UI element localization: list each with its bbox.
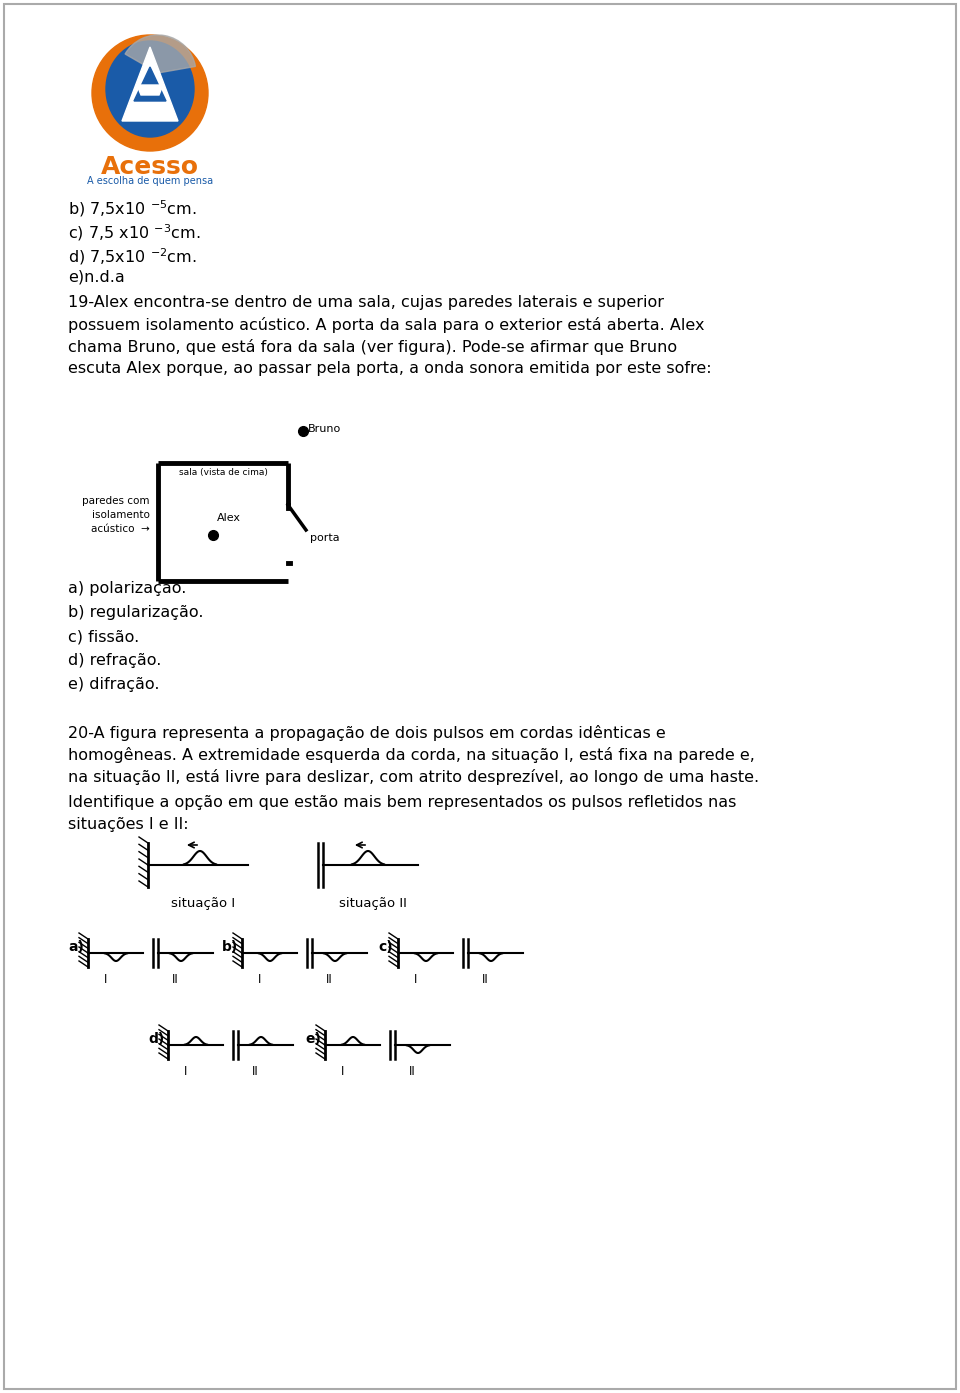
Polygon shape — [122, 47, 178, 121]
Text: situações I e II:: situações I e II: — [68, 818, 188, 832]
Text: e)n.d.a: e)n.d.a — [68, 270, 125, 286]
Text: homogêneas. A extremidade esquerda da corda, na situação I, está fixa na parede : homogêneas. A extremidade esquerda da co… — [68, 747, 755, 763]
Text: A escolha de quem pensa: A escolha de quem pensa — [87, 176, 213, 187]
Text: I: I — [258, 972, 262, 986]
Text: c) 7,5 x10 $^{-3}$cm.: c) 7,5 x10 $^{-3}$cm. — [68, 221, 201, 242]
Text: c): c) — [378, 940, 393, 954]
Text: b): b) — [222, 940, 238, 954]
Text: I: I — [184, 1066, 188, 1078]
Wedge shape — [92, 35, 208, 150]
Text: escuta Alex porque, ao passar pela porta, a onda sonora emitida por este sofre:: escuta Alex porque, ao passar pela porta… — [68, 361, 711, 376]
Text: 19-Alex encontra-se dentro de uma sala, cujas paredes laterais e superior: 19-Alex encontra-se dentro de uma sala, … — [68, 295, 664, 311]
Polygon shape — [137, 85, 163, 95]
Text: II: II — [252, 1066, 258, 1078]
Text: I: I — [415, 972, 418, 986]
Text: situação II: situação II — [339, 897, 407, 910]
Text: possuem isolamento acústico. A porta da sala para o exterior está aberta. Alex: possuem isolamento acústico. A porta da … — [68, 318, 705, 333]
Text: II: II — [409, 1066, 416, 1078]
Text: a) polarização.: a) polarização. — [68, 581, 186, 596]
Text: porta: porta — [310, 534, 340, 543]
Text: Identifique a opção em que estão mais bem representados os pulsos refletidos nas: Identifique a opção em que estão mais be… — [68, 795, 736, 809]
Text: b) regularização.: b) regularização. — [68, 605, 204, 620]
Text: Alex: Alex — [217, 513, 241, 522]
Text: na situação II, está livre para deslizar, com atrito desprezível, ao longo de um: na situação II, está livre para deslizar… — [68, 769, 759, 786]
Text: c) fissão.: c) fissão. — [68, 630, 139, 644]
Polygon shape — [134, 67, 166, 102]
Text: II: II — [172, 972, 179, 986]
Text: Bruno: Bruno — [308, 423, 341, 435]
Text: chama Bruno, que está fora da sala (ver figura). Pode-se afirmar que Bruno: chama Bruno, que está fora da sala (ver … — [68, 338, 677, 355]
Text: situação I: situação I — [171, 897, 235, 910]
Text: a): a) — [68, 940, 84, 954]
Text: b) 7,5x10 $^{-5}$cm.: b) 7,5x10 $^{-5}$cm. — [68, 198, 197, 219]
Text: Acesso: Acesso — [101, 155, 199, 178]
Text: e): e) — [305, 1032, 321, 1046]
Text: I: I — [105, 972, 108, 986]
Wedge shape — [125, 35, 196, 72]
Text: paredes com
isolamento
acústico  →: paredes com isolamento acústico → — [83, 496, 150, 534]
Text: e) difração.: e) difração. — [68, 677, 159, 692]
Text: II: II — [325, 972, 332, 986]
Text: sala (vista de cima): sala (vista de cima) — [179, 468, 268, 476]
Text: II: II — [482, 972, 489, 986]
Text: d): d) — [148, 1032, 164, 1046]
Text: I: I — [342, 1066, 345, 1078]
Ellipse shape — [106, 40, 194, 137]
Text: d) 7,5x10 $^{-2}$cm.: d) 7,5x10 $^{-2}$cm. — [68, 247, 197, 266]
Text: 20-A figura representa a propagação de dois pulsos em cordas idênticas e: 20-A figura representa a propagação de d… — [68, 724, 665, 741]
Text: d) refração.: d) refração. — [68, 653, 161, 669]
